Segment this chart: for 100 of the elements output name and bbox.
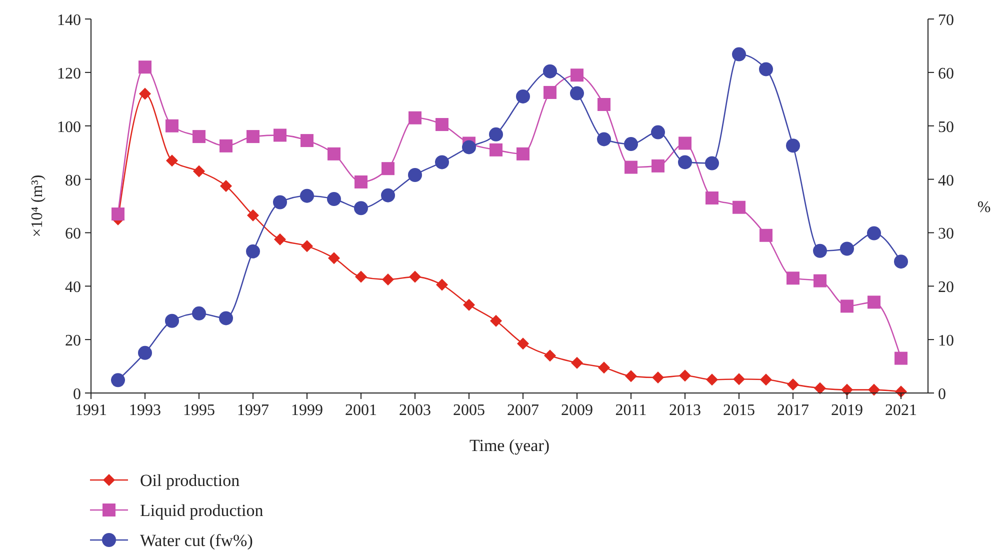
x-tick-label: 1991 xyxy=(75,402,107,419)
y-tick-label: 120 xyxy=(57,65,81,82)
y2-tick-label: 70 xyxy=(938,12,954,29)
point xyxy=(597,132,611,146)
x-tick-label: 2015 xyxy=(723,402,755,419)
point xyxy=(679,370,691,382)
point xyxy=(355,270,367,283)
point xyxy=(598,362,610,374)
x-tick-label: 2007 xyxy=(507,402,539,419)
legend-label: Oil production xyxy=(140,471,240,490)
point xyxy=(786,272,800,285)
y2-tick-label: 10 xyxy=(938,332,954,350)
y2-tick-label: 50 xyxy=(938,118,954,136)
point xyxy=(624,160,638,174)
point xyxy=(328,252,340,264)
point xyxy=(678,136,692,150)
point xyxy=(220,180,232,192)
point xyxy=(436,278,448,291)
x-tick-label: 2017 xyxy=(777,402,809,419)
point xyxy=(463,298,475,311)
point xyxy=(166,154,178,167)
point xyxy=(814,382,826,394)
point xyxy=(139,88,151,100)
point xyxy=(652,159,664,172)
y2-tick-label: 20 xyxy=(938,279,954,296)
x-tick-label: 2021 xyxy=(885,402,917,419)
x-tick-label: 2005 xyxy=(453,402,485,419)
point xyxy=(867,226,881,240)
point xyxy=(841,384,853,396)
point xyxy=(436,118,448,132)
point xyxy=(759,62,773,76)
x-axis-title: Time (year) xyxy=(469,436,550,455)
x-tick-label: 2001 xyxy=(345,402,377,419)
point xyxy=(246,130,260,144)
point xyxy=(220,139,232,152)
point xyxy=(760,228,772,242)
y-tick-label: 0 xyxy=(73,386,81,403)
point xyxy=(300,188,314,203)
point xyxy=(409,270,421,283)
point xyxy=(408,111,422,124)
point xyxy=(382,162,394,176)
y-tick-label: 60 xyxy=(65,226,81,243)
point xyxy=(840,242,854,256)
point xyxy=(732,200,746,214)
x-tick-label: 2009 xyxy=(561,402,593,419)
y2-tick-label: 60 xyxy=(938,65,954,82)
point xyxy=(301,240,313,252)
point xyxy=(868,384,880,396)
y-tick-label: 20 xyxy=(65,332,81,350)
point xyxy=(760,374,772,386)
x-tick-label: 1997 xyxy=(237,402,269,419)
point xyxy=(678,155,692,170)
point xyxy=(138,60,152,74)
y2-tick-label: 40 xyxy=(938,172,954,190)
point xyxy=(138,346,152,360)
point xyxy=(894,254,908,269)
point xyxy=(517,338,529,350)
point xyxy=(733,373,745,386)
y-tick-label: 40 xyxy=(65,279,81,296)
y-tick-label: 100 xyxy=(57,118,81,136)
point xyxy=(625,370,637,382)
point xyxy=(435,155,449,170)
point xyxy=(543,64,557,78)
point xyxy=(219,311,233,326)
point xyxy=(570,68,584,82)
point xyxy=(544,86,556,99)
y-axis-title: ×10⁴ (m³) xyxy=(29,174,46,238)
point xyxy=(706,374,718,386)
point xyxy=(840,300,854,313)
point xyxy=(192,306,206,320)
point xyxy=(274,233,286,246)
point xyxy=(490,314,502,327)
point xyxy=(246,244,260,258)
point xyxy=(516,89,530,104)
point xyxy=(894,352,908,365)
x-tick-label: 1999 xyxy=(291,402,323,419)
point xyxy=(571,356,583,369)
point xyxy=(489,127,503,142)
point xyxy=(787,378,799,390)
point xyxy=(624,137,638,152)
point xyxy=(868,296,880,309)
x-tick-label: 2013 xyxy=(669,402,701,419)
point xyxy=(382,273,394,286)
y2-tick-label: 0 xyxy=(938,386,946,403)
y2-tick-label: 30 xyxy=(938,226,954,243)
legend-label: Water cut (fw%) xyxy=(140,531,253,550)
point xyxy=(570,86,584,100)
point xyxy=(516,147,530,160)
point xyxy=(813,244,827,258)
x-tick-label: 1995 xyxy=(183,402,215,419)
point xyxy=(354,175,368,188)
point xyxy=(165,314,179,328)
point xyxy=(462,140,476,154)
y2-axis-title: % xyxy=(977,199,991,216)
legend-label: Liquid production xyxy=(140,501,264,520)
point xyxy=(166,119,178,132)
point xyxy=(814,274,826,288)
x-tick-label: 2019 xyxy=(831,402,863,419)
y-tick-label: 140 xyxy=(57,12,81,29)
point xyxy=(706,191,718,204)
